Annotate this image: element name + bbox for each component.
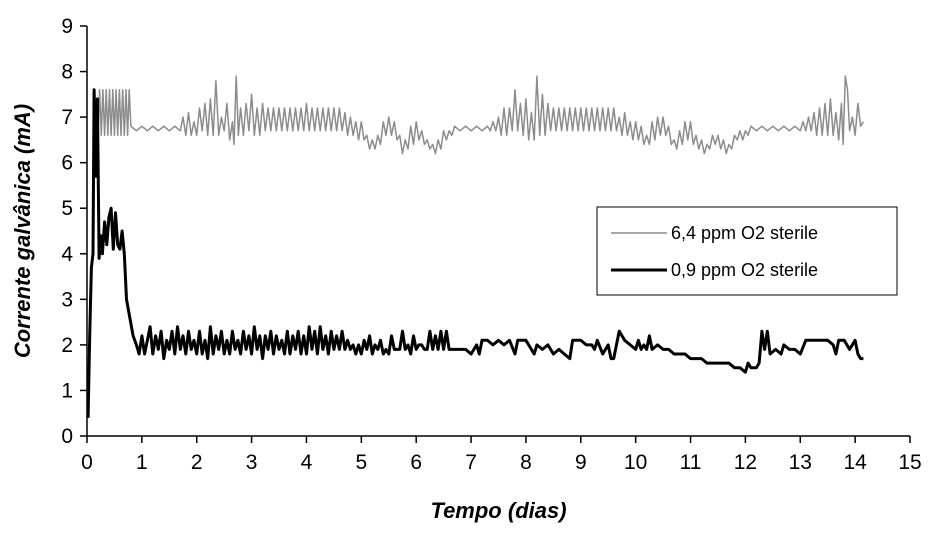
x-tick-label: 10	[624, 451, 647, 474]
y-tick-label: 3	[61, 288, 73, 311]
x-ticks: 0 1 2 3 4 5 6 7 8 9 10 11 12 13 14 15	[81, 436, 922, 474]
x-tick-label: 9	[575, 451, 587, 474]
y-tick-label: 2	[61, 334, 73, 357]
y-tick-label: 9	[61, 15, 73, 38]
x-tick-label: 3	[246, 451, 258, 474]
x-tick-label: 13	[789, 451, 812, 474]
x-tick-label: 7	[465, 451, 477, 474]
x-tick-label: 14	[843, 451, 867, 474]
x-tick-label: 1	[136, 451, 148, 474]
x-tick-label: 6	[410, 451, 422, 474]
series-layer	[86, 75, 865, 418]
x-tick-label: 15	[898, 451, 921, 474]
x-tick-label: 4	[301, 451, 313, 474]
x-axis-title: Tempo (dias)	[430, 498, 566, 523]
x-tick-label: 0	[81, 451, 93, 474]
legend-label-0-9-ppm: 0,9 ppm O2 sterile	[671, 260, 818, 280]
x-tick-label: 2	[191, 451, 203, 474]
x-tick-label: 5	[355, 451, 367, 474]
legend-label-6-4-ppm: 6,4 ppm O2 sterile	[671, 223, 818, 243]
legend-box	[596, 206, 898, 296]
y-tick-label: 4	[61, 243, 73, 266]
series-line-0	[97, 75, 865, 155]
x-tick-label: 12	[734, 451, 757, 474]
x-tick-label: 8	[520, 451, 532, 474]
y-ticks: 0 1 2 3 4 5 6 7 8 9	[61, 15, 87, 448]
y-tick-label: 0	[61, 425, 73, 448]
y-tick-label: 1	[61, 379, 73, 402]
y-tick-label: 7	[61, 106, 73, 129]
x-tick-label: 11	[680, 451, 702, 474]
axes	[86, 26, 910, 437]
y-tick-label: 6	[61, 152, 73, 175]
y-tick-label: 8	[61, 61, 73, 84]
y-axis-title: Corrente galvânica (mA)	[10, 104, 35, 358]
legend: 6,4 ppm O2 sterile 0,9 ppm O2 sterile	[596, 206, 898, 296]
y-tick-label: 5	[61, 197, 73, 220]
series-line-1	[86, 88, 864, 418]
